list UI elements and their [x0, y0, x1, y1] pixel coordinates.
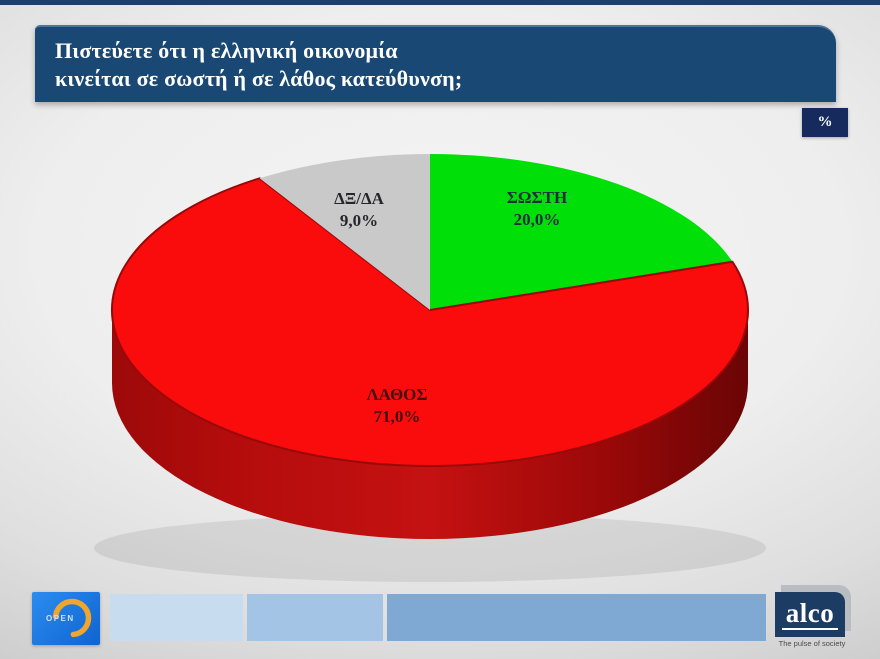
footer-bar-medium — [247, 594, 383, 641]
alco-logo-underline — [782, 627, 838, 630]
pie-slice-sosti — [430, 154, 733, 310]
alco-tagline: The pulse of society — [778, 639, 846, 648]
alco-logo-box: alco — [775, 592, 845, 637]
top-accent-strip — [0, 0, 880, 5]
alco-logo: alco The pulse of society — [775, 585, 851, 650]
pie-label-lathos-value: 71,0% — [373, 407, 421, 426]
pie-label-dxda-name: ΔΞ/ΔΑ — [334, 189, 384, 208]
footer-bar-dark — [387, 594, 766, 641]
pie-label-sosti-name: ΣΩΣΤΗ — [506, 188, 568, 207]
pie-label-dxda: ΔΞ/ΔΑ 9,0% — [334, 188, 384, 232]
pie-slice-dxda — [259, 154, 430, 310]
pie-label-lathos: ΛΑΘΟΣ 71,0% — [366, 384, 427, 428]
pie-ground-shadow — [94, 514, 766, 582]
open-logo-arc-icon — [52, 598, 92, 638]
question-title-box: Πιστεύετε ότι η ελληνική οικονομία κινεί… — [35, 25, 836, 102]
pie-label-lathos-name: ΛΑΘΟΣ — [366, 385, 428, 404]
pie-rim — [112, 310, 748, 539]
pie-label-dxda-value: 9,0% — [339, 211, 379, 230]
alco-logo-name: alco — [785, 597, 835, 628]
pie-label-sosti: ΣΩΣΤΗ 20,0% — [507, 187, 567, 231]
percent-unit-badge: % — [802, 108, 848, 137]
open-tv-logo: OPEN — [32, 592, 100, 645]
pie-label-sosti-value: 20,0% — [513, 210, 561, 229]
question-title-line1: Πιστεύετε ότι η ελληνική οικονομία — [55, 37, 398, 63]
question-title-line2: κινείται σε σωστή ή σε λάθος κατεύθυνση; — [55, 65, 463, 91]
open-logo-text: OPEN — [46, 614, 75, 623]
pie-slice-lathos — [111, 177, 749, 467]
footer-bar-light — [110, 594, 243, 641]
